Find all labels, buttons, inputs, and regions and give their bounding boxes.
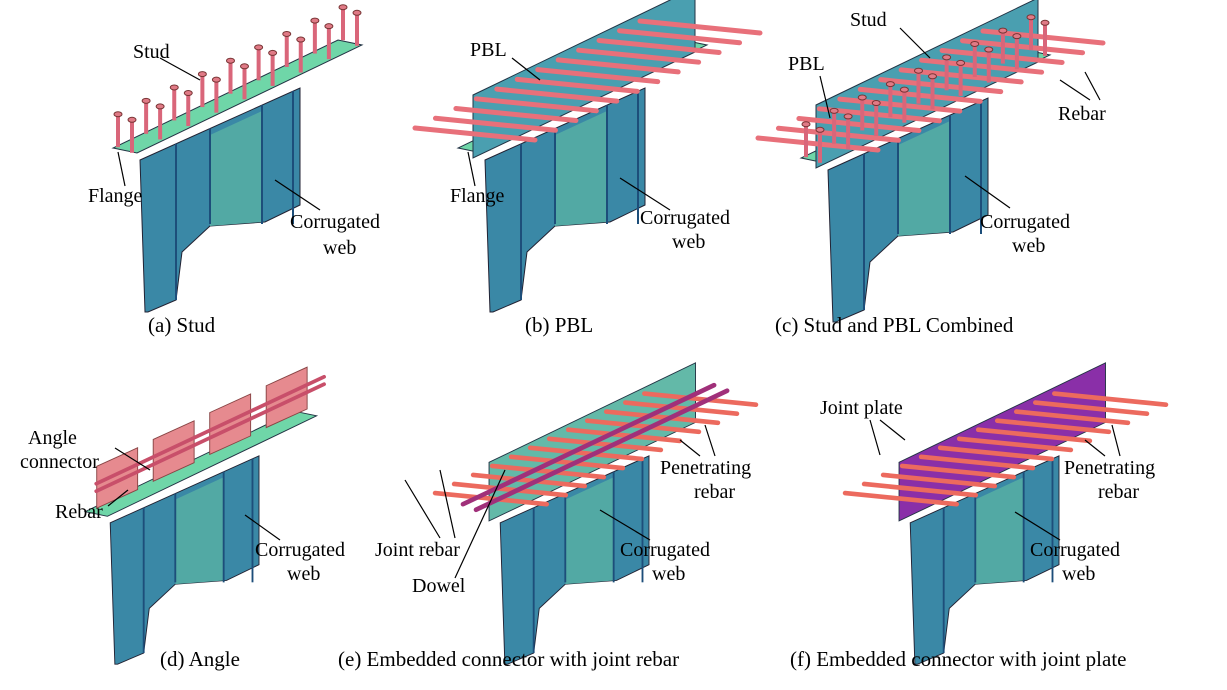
girder <box>435 363 756 664</box>
stud-head <box>255 45 263 50</box>
label: Corrugated <box>620 539 710 561</box>
stud-head <box>325 24 333 29</box>
rebar <box>96 377 324 484</box>
caption: (b) PBL <box>525 313 593 337</box>
stud-head <box>283 31 291 36</box>
label: web <box>1062 563 1095 585</box>
stud-head <box>339 5 347 10</box>
label: Penetrating <box>660 457 751 479</box>
label: PBL <box>470 39 507 61</box>
rebar <box>96 384 324 491</box>
girder <box>758 0 1103 322</box>
label: Dowel <box>412 575 466 597</box>
stud-head <box>957 60 965 65</box>
stud-head <box>297 37 305 42</box>
stud-head <box>156 104 164 109</box>
label: web <box>672 231 705 253</box>
page: {"panels": [ {"caption": "(a) Stud", "la… <box>0 0 1227 690</box>
stud-head <box>816 127 824 132</box>
stud-head <box>872 101 880 106</box>
stud-head <box>353 10 361 15</box>
stud-head <box>985 47 993 52</box>
stud-head <box>227 58 235 63</box>
label: Corrugated <box>640 207 730 229</box>
label: rebar <box>1098 481 1139 503</box>
stud-head <box>1027 15 1035 20</box>
stud-head <box>858 95 866 100</box>
label: Joint plate <box>820 397 903 419</box>
label: PBL <box>788 53 825 75</box>
caption: (d) Angle <box>160 647 240 671</box>
label: Penetrating <box>1064 457 1155 479</box>
label: connector <box>20 451 99 473</box>
stud-head <box>198 72 206 77</box>
stud-head <box>212 77 220 82</box>
girder <box>415 0 760 312</box>
label: Rebar <box>1058 103 1106 125</box>
label: web <box>1012 235 1045 257</box>
stud-head <box>1041 20 1049 25</box>
leader <box>900 28 930 58</box>
stud-head <box>929 74 937 79</box>
leader <box>1060 72 1100 100</box>
girder <box>85 367 324 664</box>
label: Corrugated <box>255 539 345 561</box>
stud-head <box>943 55 951 60</box>
label: Stud <box>850 9 887 31</box>
stud-head <box>999 28 1007 33</box>
label: Stud <box>133 41 170 63</box>
caption: (c) Stud and PBL Combined <box>775 313 1014 337</box>
stud-head <box>311 18 319 23</box>
label: web <box>652 563 685 585</box>
leader <box>405 470 455 538</box>
label: Flange <box>88 185 143 207</box>
label: Flange <box>450 185 505 207</box>
label: rebar <box>694 481 735 503</box>
label: Corrugated <box>290 211 380 233</box>
stud-head <box>114 112 122 117</box>
caption: (a) Stud <box>148 313 216 337</box>
stud-head <box>971 41 979 46</box>
stud-head <box>241 64 249 69</box>
label: Joint rebar <box>375 539 460 561</box>
label: web <box>323 237 356 259</box>
label: Corrugated <box>1030 539 1120 561</box>
label: Angle <box>28 427 77 449</box>
stud-head <box>184 91 192 96</box>
caption: (e) Embedded connector with joint rebar <box>338 647 679 671</box>
stud-head <box>802 122 810 127</box>
leader <box>870 420 905 455</box>
caption: (f) Embedded connector with joint plate <box>790 647 1126 671</box>
stud-head <box>886 82 894 87</box>
label: Corrugated <box>980 211 1070 233</box>
stud-head <box>900 87 908 92</box>
label: web <box>287 563 320 585</box>
stud-head <box>915 68 923 73</box>
stud-head <box>830 108 838 113</box>
stud-head <box>142 98 150 103</box>
stud-head <box>128 117 136 122</box>
stud-head <box>269 50 277 55</box>
stud-head <box>844 114 852 119</box>
leader <box>118 152 125 186</box>
label: Rebar <box>55 501 103 523</box>
stud-head <box>170 85 178 90</box>
stud-head <box>1013 34 1021 39</box>
figure: Stud Flange Corrugated web PBL Flange Co… <box>0 0 1227 690</box>
